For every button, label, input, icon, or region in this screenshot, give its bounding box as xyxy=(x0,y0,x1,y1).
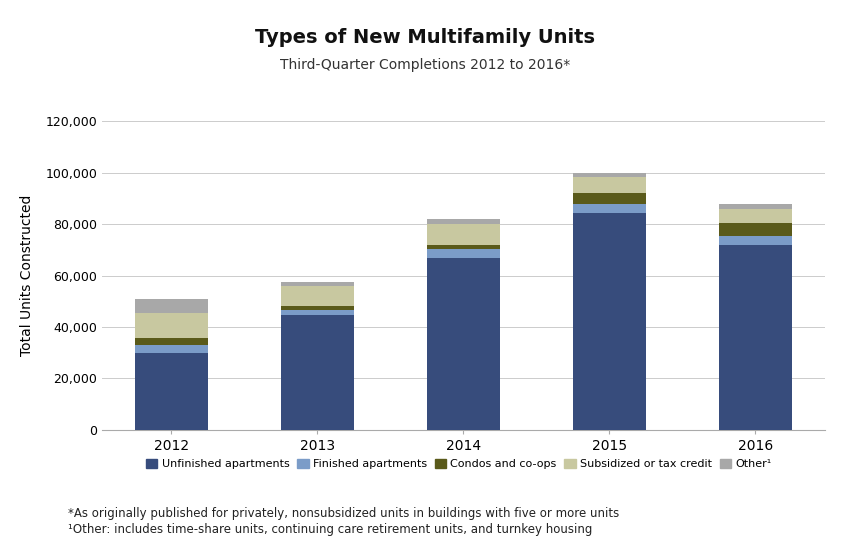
Bar xyxy=(719,203,791,209)
Text: ¹Other: includes time-share units, continuing care retirement units, and turnkey: ¹Other: includes time-share units, conti… xyxy=(68,523,592,537)
Bar xyxy=(719,236,791,245)
Bar xyxy=(135,313,207,338)
Bar xyxy=(280,282,354,286)
Bar xyxy=(573,203,646,213)
Bar xyxy=(135,353,207,430)
Bar xyxy=(280,286,354,306)
Text: Types of New Multifamily Units: Types of New Multifamily Units xyxy=(255,28,595,46)
Bar xyxy=(427,257,500,430)
Bar xyxy=(719,245,791,430)
Bar xyxy=(719,223,791,236)
Bar xyxy=(280,306,354,310)
Bar xyxy=(573,172,646,176)
Y-axis label: Total Units Constructed: Total Units Constructed xyxy=(20,195,34,356)
Text: Third-Quarter Completions 2012 to 2016*: Third-Quarter Completions 2012 to 2016* xyxy=(280,58,570,72)
Bar xyxy=(719,209,791,223)
Text: *As originally published for privately, nonsubsidized units in buildings with fi: *As originally published for privately, … xyxy=(68,507,620,520)
Bar xyxy=(427,249,500,257)
Bar xyxy=(280,315,354,430)
Bar xyxy=(427,219,500,224)
Bar xyxy=(135,338,207,345)
Bar xyxy=(427,224,500,245)
Bar xyxy=(427,245,500,249)
Bar xyxy=(573,213,646,430)
Legend: Unfinished apartments, Finished apartments, Condos and co-ops, Subsidized or tax: Unfinished apartments, Finished apartmen… xyxy=(142,455,776,474)
Bar xyxy=(573,193,646,203)
Bar xyxy=(135,345,207,353)
Bar xyxy=(280,310,354,315)
Bar xyxy=(573,176,646,193)
Bar xyxy=(135,299,207,313)
